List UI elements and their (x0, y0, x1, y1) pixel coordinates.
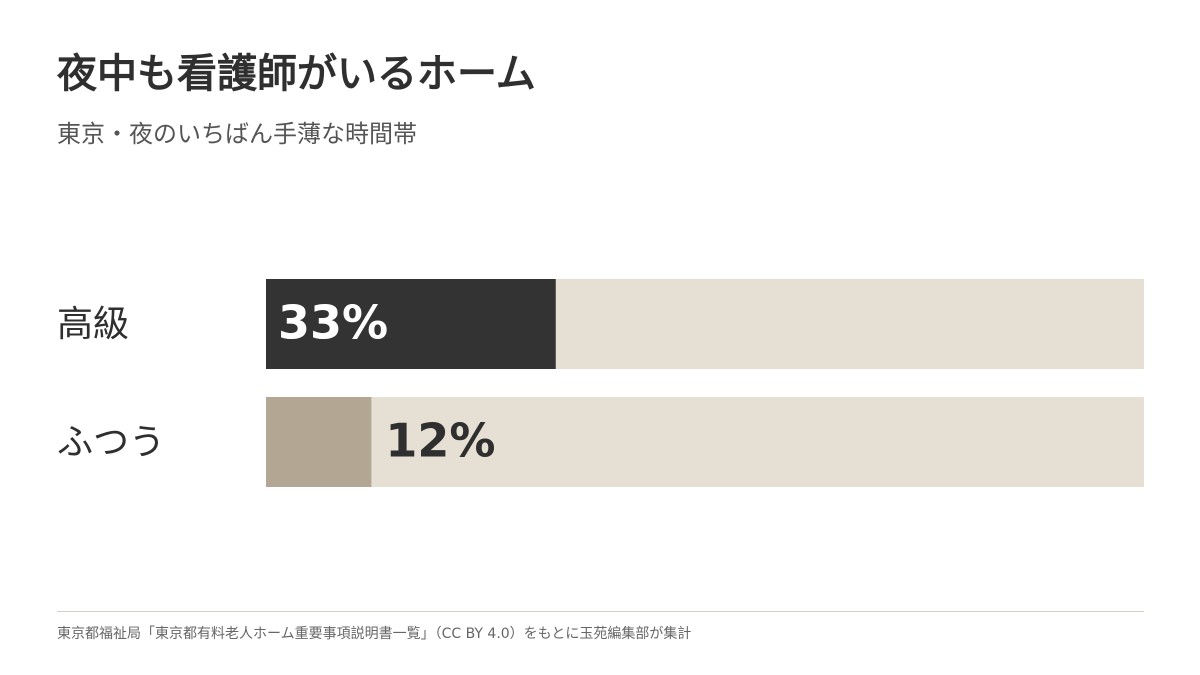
bar (266, 397, 372, 487)
category-label: ふつう (57, 422, 165, 463)
bar (266, 279, 556, 369)
chart-title: 夜中も看護師がいるホーム (56, 50, 536, 97)
source-note: 東京都福祉局「東京都有料老人ホーム重要事項説明書一覧」（CC BY 4.0）をも… (57, 625, 691, 642)
bar-track (266, 397, 1144, 487)
chart-subtitle: 東京・夜のいちばん手薄な時間帯 (57, 120, 417, 148)
category-label: 高級 (57, 304, 129, 345)
value-label: 12% (385, 414, 495, 468)
value-label: 33% (278, 296, 388, 350)
